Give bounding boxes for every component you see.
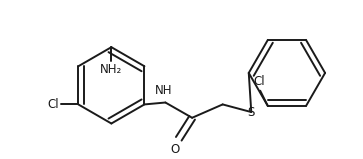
- Text: NH₂: NH₂: [100, 63, 122, 76]
- Text: O: O: [170, 143, 180, 156]
- Text: Cl: Cl: [48, 98, 59, 111]
- Text: S: S: [248, 106, 255, 119]
- Text: NH: NH: [155, 84, 172, 97]
- Text: Cl: Cl: [253, 75, 265, 88]
